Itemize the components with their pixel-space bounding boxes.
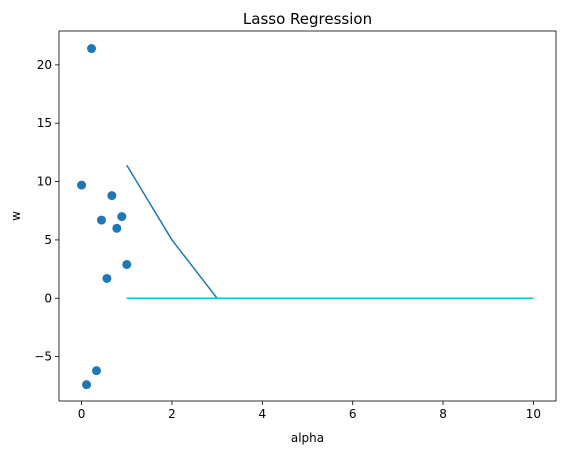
scatter-point-4 <box>92 366 101 376</box>
y-tick-label: −5 <box>34 350 52 364</box>
x-tick-label: 8 <box>439 407 447 421</box>
scatter-point-6 <box>102 273 112 283</box>
y-tick-label: 20 <box>37 58 52 72</box>
scatter-point-7 <box>107 191 117 201</box>
x-tick-label: 2 <box>168 407 176 421</box>
scatter-point-3 <box>87 44 97 54</box>
y-axis: −5 0 5 10 15 20 <box>34 58 59 364</box>
x-tick-label: 10 <box>526 407 541 421</box>
y-tick-label: 0 <box>44 291 52 305</box>
scatter-point-1 <box>77 180 87 190</box>
axes-frame <box>58 30 557 402</box>
scatter-point-5 <box>96 215 106 225</box>
scatter-point-8 <box>112 223 122 233</box>
scatter-point-10 <box>122 259 132 269</box>
series-line-1 <box>126 164 534 300</box>
x-tick-label: 0 <box>78 407 86 421</box>
y-tick-label: 10 <box>37 175 52 189</box>
plot-area <box>77 44 534 390</box>
y-tick-label: 15 <box>37 116 52 130</box>
x-axis: 0 2 4 6 8 10 <box>78 401 541 421</box>
x-tick-label: 6 <box>349 407 357 421</box>
y-tick-label: 5 <box>44 233 52 247</box>
y-axis-label: w <box>9 211 23 221</box>
scatter-point-2 <box>82 380 92 390</box>
scatter-point-9 <box>117 212 127 222</box>
chart-title: Lasso Regression <box>243 10 372 28</box>
x-axis-label: alpha <box>291 431 324 445</box>
x-tick-label: 4 <box>258 407 266 421</box>
